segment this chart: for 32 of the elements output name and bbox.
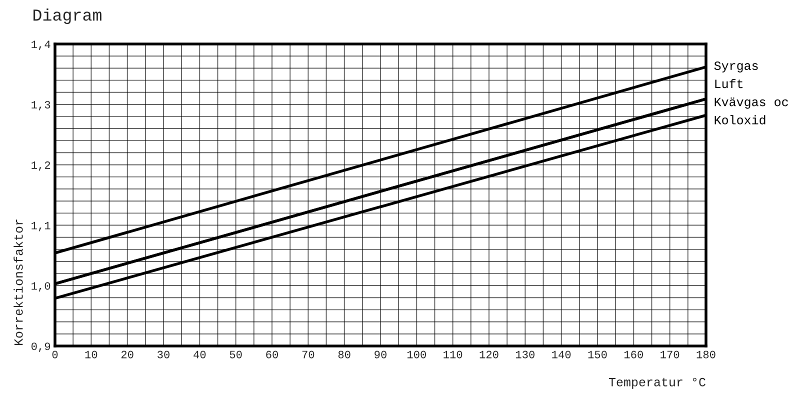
x-tick-label: 180 (696, 350, 716, 358)
x-tick-label: 60 (266, 350, 278, 358)
chart-title: Diagram (34, 8, 102, 24)
series-label: Koloxid (714, 115, 766, 124)
series-label: Luft (715, 78, 743, 88)
x-tick-label: 20 (121, 350, 134, 358)
x-tick-label: 0 (52, 350, 58, 358)
x-tick-label: 90 (374, 350, 386, 358)
x-tick-label: 10 (85, 350, 98, 358)
x-tick-label: 80 (338, 350, 350, 358)
y-tick-label: 1,4 (32, 40, 50, 50)
x-tick-label: 100 (407, 350, 426, 358)
x-tick-label: 40 (194, 350, 206, 358)
x-tick-label: 70 (302, 350, 314, 358)
x-tick-label: 160 (624, 350, 643, 358)
y-tick-label: 0,9 (32, 342, 50, 352)
x-tick-label: 120 (480, 350, 498, 358)
x-tick-label: 130 (516, 350, 534, 358)
x-tick-label: 140 (552, 350, 571, 358)
series-label: Syrgas (714, 62, 758, 72)
y-axis-title: Korrektionsfaktor (14, 220, 23, 346)
y-tick-label: 1,3 (32, 100, 50, 110)
x-tick-label: 170 (660, 350, 680, 358)
x-tick-label: 150 (588, 350, 607, 358)
y-tick-label: 1,0 (32, 282, 50, 292)
y-tick-label: 1,1 (32, 222, 50, 232)
x-tick-label: 30 (158, 350, 170, 358)
x-tick-label: 50 (230, 350, 242, 358)
y-tick-label: 1,2 (32, 161, 50, 171)
x-tick-label: 110 (444, 350, 462, 358)
x-axis-title: Temperatur °C (608, 378, 706, 389)
series-label: Kvävgas oc (714, 98, 788, 109)
